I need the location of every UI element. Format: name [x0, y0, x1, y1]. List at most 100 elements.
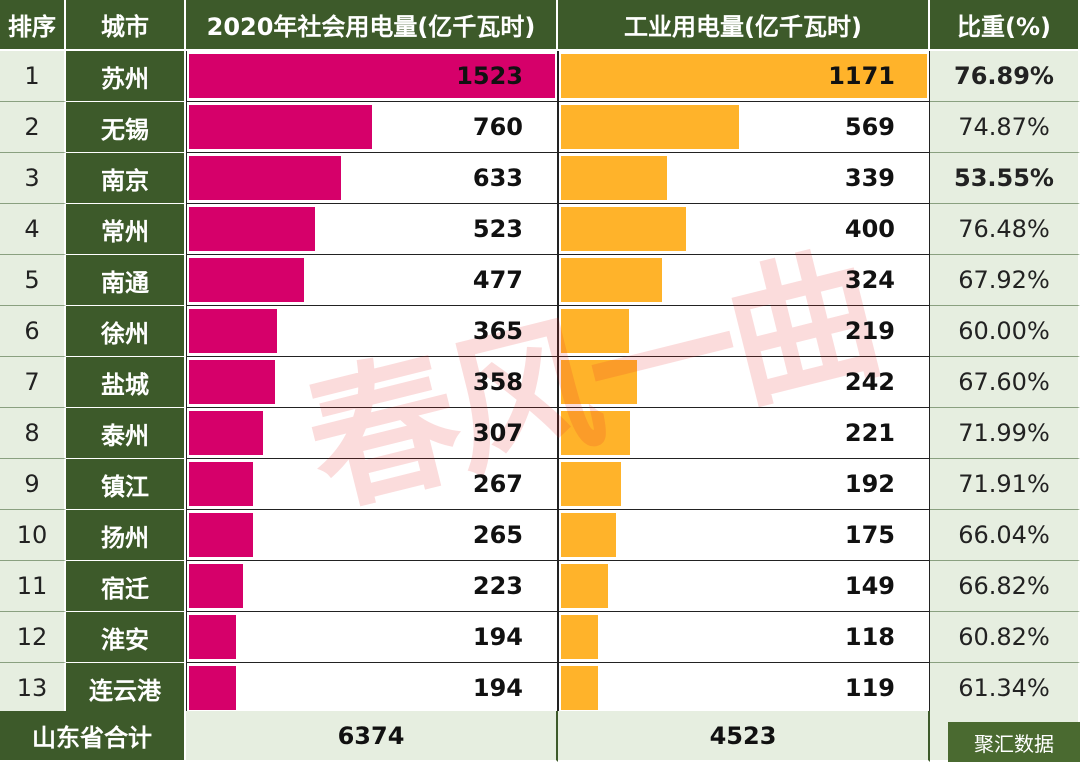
total-value: 265 — [472, 521, 523, 549]
total-value: 760 — [472, 113, 523, 141]
industrial-cell: 569 — [558, 102, 930, 153]
industrial-value: 1171 — [828, 62, 895, 90]
city-cell: 泰州 — [66, 408, 186, 459]
total-bar — [189, 360, 275, 404]
share-cell: 67.92% — [930, 255, 1080, 306]
table-row: 11 宿迁 223 149 66.82% — [0, 561, 1080, 612]
total-bar — [189, 666, 236, 710]
industrial-bar — [561, 54, 927, 98]
total-cell: 1523 — [186, 51, 558, 102]
city-cell: 南京 — [66, 153, 186, 204]
share-cell: 76.89% — [930, 51, 1080, 102]
city-cell: 宿迁 — [66, 561, 186, 612]
industrial-bar — [561, 156, 667, 200]
share-cell: 60.82% — [930, 612, 1080, 663]
total-value: 194 — [472, 674, 523, 702]
share-cell: 66.04% — [930, 510, 1080, 561]
total-bar — [189, 309, 277, 353]
total-bar — [189, 105, 372, 149]
share-cell: 76.48% — [930, 204, 1080, 255]
total-bar — [189, 207, 315, 251]
industrial-value: 119 — [844, 674, 895, 702]
total-cell: 267 — [186, 459, 558, 510]
footer-total: 6374 — [186, 711, 558, 762]
table-row: 3 南京 633 339 53.55% — [0, 153, 1080, 204]
table-row: 1 苏州 1523 1171 76.89% — [0, 51, 1080, 102]
share-cell: 53.55% — [930, 153, 1080, 204]
table-row: 8 泰州 307 221 71.99% — [0, 408, 1080, 459]
total-value: 307 — [472, 419, 523, 447]
header-share: 比重(%) — [930, 0, 1080, 51]
rank-cell: 8 — [0, 408, 66, 459]
total-value: 194 — [472, 623, 523, 651]
industrial-bar — [561, 309, 629, 353]
total-value: 223 — [472, 572, 523, 600]
rank-cell: 3 — [0, 153, 66, 204]
city-cell: 扬州 — [66, 510, 186, 561]
rank-cell: 10 — [0, 510, 66, 561]
header-row: 排序 城市 2020年社会用电量(亿千瓦时) 工业用电量(亿千瓦时) 比重(%) — [0, 0, 1080, 51]
city-cell: 无锡 — [66, 102, 186, 153]
table-row: 5 南通 477 324 67.92% — [0, 255, 1080, 306]
table-row: 13 连云港 194 119 61.34% — [0, 663, 1080, 714]
rank-cell: 2 — [0, 102, 66, 153]
city-cell: 镇江 — [66, 459, 186, 510]
footer-row: 山东省合计 6374 4523 — [0, 711, 1080, 762]
industrial-cell: 242 — [558, 357, 930, 408]
table-row: 6 徐州 365 219 60.00% — [0, 306, 1080, 357]
total-cell: 760 — [186, 102, 558, 153]
total-value: 267 — [472, 470, 523, 498]
header-rank: 排序 — [0, 0, 66, 51]
industrial-bar — [561, 564, 608, 608]
industrial-value: 192 — [844, 470, 895, 498]
footer-industrial: 4523 — [558, 711, 930, 762]
total-cell: 633 — [186, 153, 558, 204]
industrial-bar — [561, 615, 598, 659]
share-cell: 61.34% — [930, 663, 1080, 714]
total-bar — [189, 564, 243, 608]
table-row: 2 无锡 760 569 74.87% — [0, 102, 1080, 153]
table-row: 9 镇江 267 192 71.91% — [0, 459, 1080, 510]
total-bar — [189, 462, 253, 506]
industrial-bar — [561, 666, 598, 710]
total-bar — [189, 258, 304, 302]
total-cell: 194 — [186, 612, 558, 663]
rank-cell: 7 — [0, 357, 66, 408]
industrial-value: 175 — [844, 521, 895, 549]
total-cell: 223 — [186, 561, 558, 612]
city-cell: 苏州 — [66, 51, 186, 102]
industrial-value: 221 — [844, 419, 895, 447]
total-bar — [189, 411, 263, 455]
industrial-bar — [561, 258, 662, 302]
industrial-bar — [561, 207, 686, 251]
total-value: 358 — [472, 368, 523, 396]
rank-cell: 5 — [0, 255, 66, 306]
industrial-value: 569 — [844, 113, 895, 141]
total-cell: 477 — [186, 255, 558, 306]
industrial-bar — [561, 513, 616, 557]
total-cell: 358 — [186, 357, 558, 408]
city-cell: 徐州 — [66, 306, 186, 357]
industrial-value: 219 — [844, 317, 895, 345]
table-row: 4 常州 523 400 76.48% — [0, 204, 1080, 255]
industrial-cell: 400 — [558, 204, 930, 255]
share-cell: 66.82% — [930, 561, 1080, 612]
industrial-cell: 192 — [558, 459, 930, 510]
industrial-cell: 219 — [558, 306, 930, 357]
total-bar — [189, 156, 341, 200]
table-row: 10 扬州 265 175 66.04% — [0, 510, 1080, 561]
city-cell: 连云港 — [66, 663, 186, 714]
industrial-bar — [561, 105, 739, 149]
city-cell: 常州 — [66, 204, 186, 255]
rank-cell: 1 — [0, 51, 66, 102]
share-cell: 74.87% — [930, 102, 1080, 153]
industrial-value: 339 — [844, 164, 895, 192]
total-cell: 365 — [186, 306, 558, 357]
industrial-cell: 324 — [558, 255, 930, 306]
industrial-cell: 119 — [558, 663, 930, 714]
share-cell: 67.60% — [930, 357, 1080, 408]
industrial-value: 400 — [844, 215, 895, 243]
header-industrial: 工业用电量(亿千瓦时) — [558, 0, 930, 51]
industrial-bar — [561, 411, 630, 455]
